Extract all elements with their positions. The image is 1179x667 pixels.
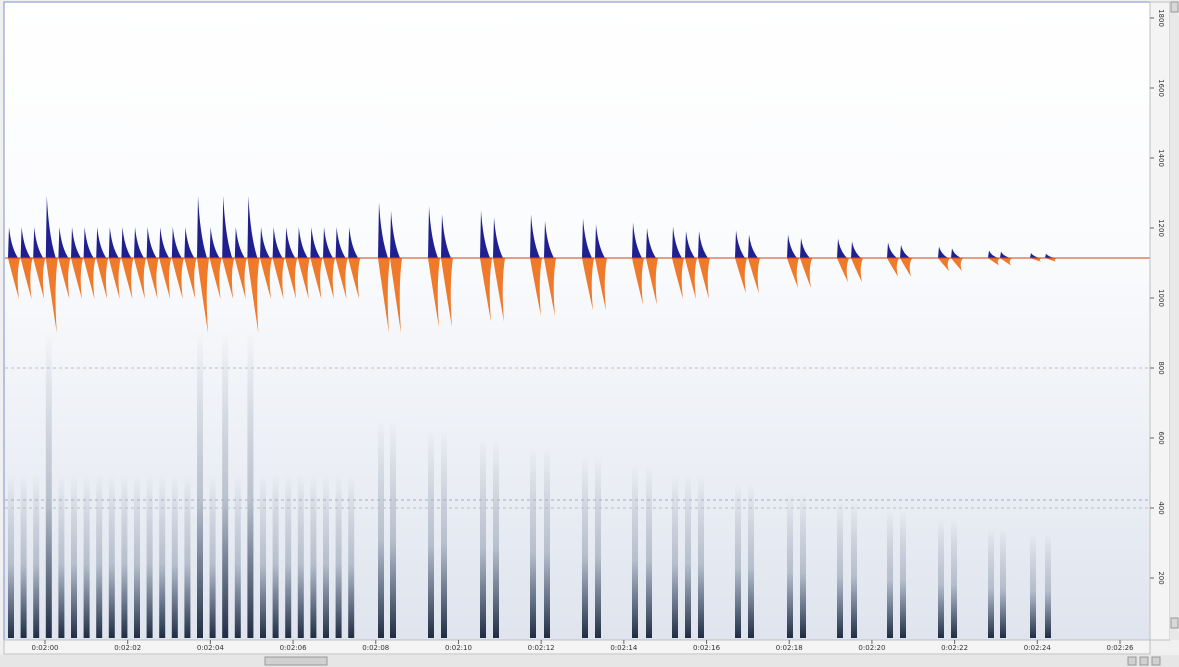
spectral-column <box>544 447 550 638</box>
spectral-column <box>441 429 447 638</box>
frequency-ruler <box>1150 2 1170 640</box>
spectral-column <box>109 474 115 638</box>
spectral-column <box>480 438 486 638</box>
scroll-up[interactable] <box>1171 2 1178 12</box>
spectral-column <box>147 474 153 638</box>
spectral-column <box>172 474 178 638</box>
spectral-column <box>323 474 329 638</box>
time-ruler <box>4 640 1150 654</box>
spectral-column <box>787 492 793 638</box>
time-label: 0:02:14 <box>610 644 638 652</box>
spectral-column <box>851 501 857 638</box>
spectral-column <box>348 474 354 638</box>
spectral-column <box>159 474 165 638</box>
page: {"time_axis": {"labels": ["0:02:00", "0:… <box>0 0 1179 667</box>
spectral-column <box>428 429 434 638</box>
frequency-label: 400 <box>1157 501 1165 514</box>
spectral-column <box>1030 534 1036 638</box>
spectral-column <box>184 474 190 638</box>
zoom-button[interactable] <box>1140 657 1148 665</box>
vertical-scrollbar[interactable] <box>1170 0 1179 640</box>
spectral-column <box>582 456 588 638</box>
spectral-column <box>748 483 754 638</box>
spectral-column <box>273 474 279 638</box>
spectral-column <box>1045 534 1051 638</box>
spectral-column <box>887 510 893 638</box>
spectral-column <box>33 474 39 638</box>
frequency-label: 1800 <box>1157 9 1165 27</box>
frequency-label: 600 <box>1157 431 1165 444</box>
time-label: 0:02:00 <box>32 644 59 652</box>
zoom-button[interactable] <box>1152 657 1160 665</box>
time-label: 0:02:02 <box>114 644 141 652</box>
frequency-label: 200 <box>1157 571 1165 584</box>
spectral-column <box>698 474 704 638</box>
spectral-column <box>96 474 102 638</box>
time-label: 0:02:26 <box>1107 644 1135 652</box>
spectrogram-window: 0:02:00 0:02:02 0:02:04 0:02:06 0:02:08 0:02:… <box>0 0 1179 667</box>
frequency-label: 1600 <box>1157 79 1165 97</box>
spectral-column <box>210 474 216 638</box>
spectral-column <box>685 474 691 638</box>
spectral-column <box>121 474 127 638</box>
spectral-column <box>837 501 843 638</box>
horizontal-scrollbar[interactable] <box>0 655 1179 667</box>
time-label: 0:02:04 <box>197 644 225 652</box>
spectral-column <box>988 528 994 638</box>
spectral-column <box>390 420 396 638</box>
spectral-column <box>8 474 14 638</box>
scroll-down[interactable] <box>1171 618 1178 628</box>
spectral-column <box>58 474 64 638</box>
time-label: 0:02:12 <box>528 644 555 652</box>
time-label: 0:02:22 <box>941 644 968 652</box>
spectral-column <box>285 474 291 638</box>
spectral-column <box>336 474 342 638</box>
zoom-button[interactable] <box>1128 657 1136 665</box>
frequency-label: 1000 <box>1157 289 1165 307</box>
spectral-column <box>1000 528 1006 638</box>
time-label: 0:02:10 <box>445 644 472 652</box>
frequency-label: 800 <box>1157 361 1165 374</box>
spectral-column <box>530 447 536 638</box>
spectral-column <box>951 519 957 638</box>
time-label: 0:02:08 <box>362 644 389 652</box>
spectral-column <box>46 330 52 638</box>
spectral-column <box>71 474 77 638</box>
spectral-column <box>235 474 241 638</box>
spectral-column <box>84 474 90 638</box>
time-label: 0:02:06 <box>280 644 308 652</box>
frequency-label: 1200 <box>1157 219 1165 237</box>
spectral-column <box>134 474 140 638</box>
spectral-column <box>493 438 499 638</box>
spectral-column <box>21 474 27 638</box>
spectral-column <box>800 492 806 638</box>
spectral-column <box>595 456 601 638</box>
time-label: 0:02:18 <box>776 644 803 652</box>
spectral-column <box>735 483 741 638</box>
spectral-column <box>222 330 228 638</box>
time-label: 0:02:24 <box>1024 644 1052 652</box>
spectral-column <box>646 465 652 638</box>
spectral-column <box>632 465 638 638</box>
spectral-column <box>938 519 944 638</box>
time-label: 0:02:16 <box>693 644 721 652</box>
spectral-column <box>260 474 266 638</box>
spectral-column <box>197 330 203 638</box>
spectral-column <box>298 474 304 638</box>
spectral-column <box>310 474 316 638</box>
scroll-thumb[interactable] <box>265 657 327 665</box>
spectral-column <box>900 510 906 638</box>
frequency-label: 1400 <box>1157 149 1165 167</box>
spectral-column <box>247 330 253 638</box>
time-label: 0:02:20 <box>858 644 885 652</box>
spectral-column <box>672 474 678 638</box>
spectral-column <box>378 420 384 638</box>
